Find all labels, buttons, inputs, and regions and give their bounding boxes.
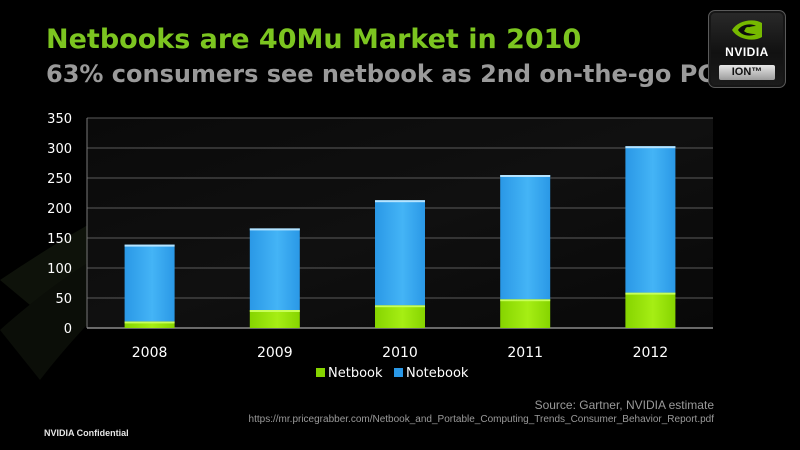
bar-cap-notebook-2012 (625, 146, 676, 149)
x-tick-label: 2009 (257, 345, 293, 361)
bar-netbook-2012 (625, 292, 676, 328)
x-tick-label: 2012 (633, 345, 669, 361)
confidential-label: NVIDIA Confidential (44, 428, 129, 438)
legend-label-notebook: Notebook (406, 366, 469, 381)
x-tick-label: 2011 (507, 345, 543, 361)
bar-netbook-2009 (249, 310, 300, 328)
bar-netbook-2008 (124, 321, 175, 328)
x-tick-label: 2008 (132, 345, 168, 361)
y-tick-label: 200 (47, 202, 72, 217)
bar-cap-notebook-2011 (500, 175, 551, 177)
y-tick-label: 100 (47, 262, 72, 277)
bar-notebook-2008 (124, 244, 175, 322)
bar-notebook-2009 (249, 228, 300, 310)
bar-cap-netbook-2010 (375, 305, 425, 308)
bar-cap-netbook-2012 (625, 292, 676, 295)
bar-cap-notebook-2008 (124, 244, 175, 247)
legend-swatch-netbook (316, 368, 325, 377)
y-tick-label: 350 (47, 112, 72, 127)
source-url: https://mr.pricegrabber.com/Netbook_and_… (248, 414, 714, 425)
bar-notebook-2011 (500, 175, 551, 300)
bar-notebook-2012 (625, 146, 676, 293)
nvidia-eye-icon (732, 20, 762, 40)
bar-cap-netbook-2011 (500, 299, 551, 302)
bar-cap-notebook-2010 (375, 200, 425, 203)
bar-cap-netbook-2009 (249, 310, 300, 312)
y-tick-label: 250 (47, 172, 72, 187)
y-tick-label: 0 (64, 322, 72, 337)
logo-brand-text: NVIDIA (725, 45, 769, 59)
logo-badge-text: ION™ (719, 65, 775, 80)
y-tick-label: 50 (55, 292, 72, 307)
x-tick-label: 2010 (382, 345, 418, 361)
nvidia-ion-logo: NVIDIA ION™ (708, 10, 786, 88)
y-tick-label: 150 (47, 232, 72, 247)
slide-title: Netbooks are 40Mu Market in 2010 (46, 24, 582, 55)
bar-netbook-2010 (375, 305, 425, 328)
legend-swatch-notebook (394, 368, 403, 377)
slide-subtitle: 63% consumers see netbook as 2nd on-the-… (46, 60, 715, 88)
y-tick-label: 300 (47, 142, 72, 157)
legend-label-netbook: Netbook (328, 366, 383, 381)
bar-notebook-2010 (375, 200, 425, 306)
bar-netbook-2011 (500, 299, 551, 328)
source-note: Source: Gartner, NVIDIA estimate (534, 398, 714, 412)
bar-cap-notebook-2009 (249, 228, 300, 231)
bar-cap-netbook-2008 (124, 321, 175, 324)
